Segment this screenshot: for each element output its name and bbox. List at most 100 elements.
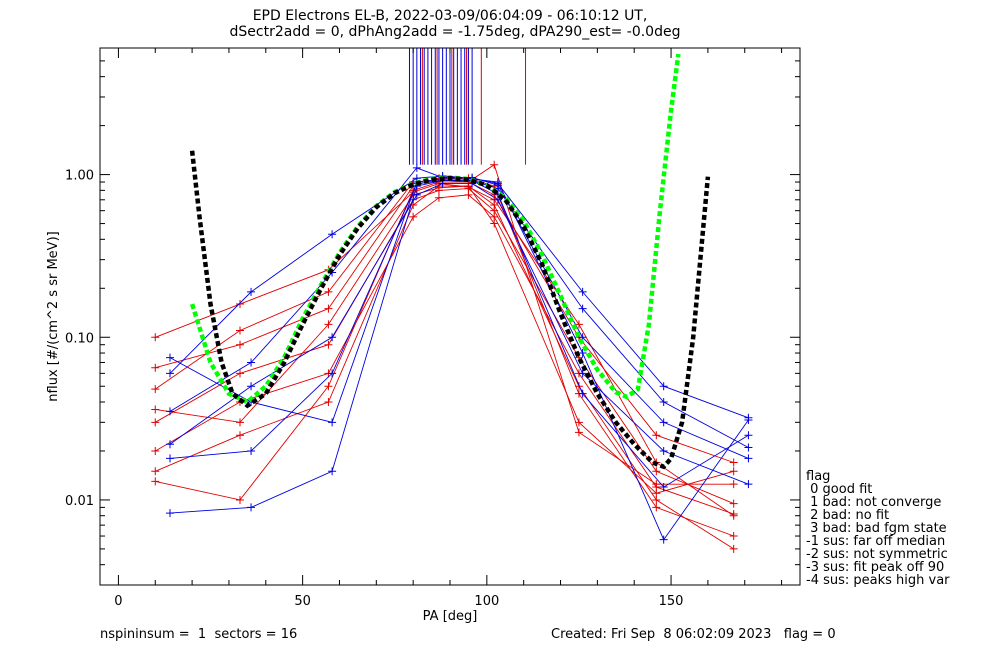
x-tick-label: 0 — [114, 594, 122, 609]
data-point — [574, 418, 583, 427]
data-point — [729, 480, 738, 489]
y-tick-label: 1.00 — [65, 169, 94, 184]
data-point — [490, 201, 499, 210]
data-point — [578, 349, 587, 358]
data-point — [247, 287, 256, 296]
data-point — [412, 163, 421, 172]
data-point — [328, 230, 337, 239]
legend-item: 2 bad: no fit — [806, 508, 890, 523]
data-point — [578, 304, 587, 313]
y-axis-label: nflux [#/(cm^2 s sr MeV)] — [46, 231, 61, 401]
data-point — [493, 178, 502, 187]
data-point — [729, 499, 738, 508]
series-line — [155, 185, 734, 550]
data-point — [578, 389, 587, 398]
data-point — [409, 212, 418, 221]
data-point — [151, 333, 160, 342]
data-point — [659, 418, 668, 427]
data-point — [729, 509, 738, 518]
series-line — [169, 183, 749, 485]
data-point — [236, 495, 244, 504]
data-point — [744, 454, 753, 463]
chart-title: EPD Electrons EL-B, 2022-03-09/06:04:09 … — [252, 8, 648, 24]
data-point — [151, 477, 160, 486]
data-point — [490, 160, 499, 169]
y-tick-label: 0.10 — [65, 331, 94, 346]
plot-axes: 0 50 100 150 0.01 0.10 1.00 PA [deg] nflux [#/(c… — [46, 47, 801, 624]
data-point — [151, 446, 160, 455]
data-point — [236, 300, 244, 309]
data-point — [166, 454, 174, 463]
data-point — [324, 382, 333, 391]
data-point — [324, 340, 333, 349]
data-point — [166, 440, 174, 449]
data-point — [574, 428, 583, 437]
legend-item: -2 sus: not symmetric — [806, 547, 948, 562]
pa-markers — [408, 48, 527, 165]
chart-subtitle: dSectr2add = 0, dPhAng2add = -1.75deg, d… — [229, 24, 681, 40]
data-point — [729, 532, 738, 541]
legend-item: -1 sus: far off median — [806, 534, 946, 549]
data-point — [328, 467, 337, 476]
data-point — [659, 382, 668, 391]
data-point — [744, 431, 753, 440]
data-point — [236, 431, 244, 440]
data-point — [729, 458, 738, 467]
data-point — [729, 544, 738, 553]
data-point — [652, 503, 661, 512]
legend-item: -3 sus: fit peak off 90 — [806, 560, 945, 575]
x-tick-label: 50 — [294, 594, 311, 609]
data-series — [151, 160, 753, 553]
x-tick-label: 150 — [659, 594, 684, 609]
data-point — [434, 193, 443, 202]
data-point — [652, 495, 661, 504]
data-point — [247, 503, 256, 512]
data-point — [247, 382, 256, 391]
data-point — [166, 353, 174, 362]
legend-title: flag — [806, 469, 831, 484]
series-line — [155, 177, 734, 537]
series-line — [169, 180, 749, 514]
footer-sectors: nspininsum = 1 sectors = 16 — [100, 627, 298, 642]
data-point — [729, 467, 738, 476]
data-point — [324, 320, 333, 329]
series-line — [155, 188, 734, 505]
data-point — [328, 369, 337, 378]
series-line — [169, 180, 749, 488]
data-point — [578, 369, 587, 378]
x-tick-label: 100 — [474, 594, 499, 609]
legend-item: 3 bad: bad fgm state — [806, 521, 947, 536]
data-point — [236, 418, 244, 427]
data-point — [236, 369, 244, 378]
data-point — [652, 431, 661, 440]
data-point — [464, 190, 473, 199]
data-point — [652, 467, 661, 476]
data-point — [166, 407, 174, 416]
data-point — [324, 397, 333, 406]
series-line — [169, 178, 749, 541]
data-point — [490, 219, 499, 228]
data-point — [151, 363, 160, 372]
data-point — [151, 405, 160, 414]
data-point — [166, 509, 174, 518]
data-point — [151, 385, 160, 394]
fit-curve — [189, 150, 711, 470]
series-line — [155, 183, 734, 517]
data-point — [328, 418, 337, 427]
data-point — [574, 320, 583, 329]
x-axis-label: PA [deg] — [423, 609, 478, 624]
data-point — [659, 483, 668, 492]
data-point — [744, 443, 753, 452]
footer-created: Created: Fri Sep 8 06:02:09 2023 flag = … — [551, 627, 836, 642]
data-point — [247, 358, 256, 367]
fit-curves — [189, 53, 711, 470]
data-point — [151, 418, 160, 427]
data-point — [744, 416, 753, 425]
data-point — [324, 304, 333, 313]
flag-legend: flag 0 good fit 1 bad: not converge 2 ba… — [806, 470, 950, 587]
data-point — [652, 480, 661, 489]
data-point — [324, 287, 333, 296]
legend-item: 1 bad: not converge — [806, 495, 942, 510]
legend-item: -4 sus: peaks high var — [806, 573, 950, 588]
